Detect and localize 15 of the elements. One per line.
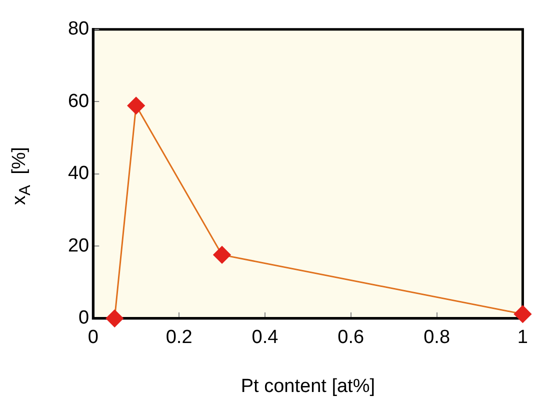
x-tick-label: 0.4 [252, 327, 279, 348]
x-tick-label: 0.8 [424, 327, 450, 348]
x-axis-title: Pt content [at%] [240, 376, 375, 397]
point [213, 246, 231, 264]
x-tick-label: 0.6 [338, 327, 364, 348]
point [127, 96, 145, 114]
y-tick-label: 40 [68, 163, 90, 184]
point [106, 310, 124, 328]
x-tick-label: 0.2 [166, 327, 192, 348]
y-tick-label: 60 [68, 90, 90, 112]
y-tick-label: 0 [78, 308, 90, 329]
y-tick-label: 20 [68, 235, 90, 256]
point [514, 305, 532, 323]
x-tick-label: 1 [517, 327, 528, 348]
y-tick-label: 80 [68, 18, 90, 40]
